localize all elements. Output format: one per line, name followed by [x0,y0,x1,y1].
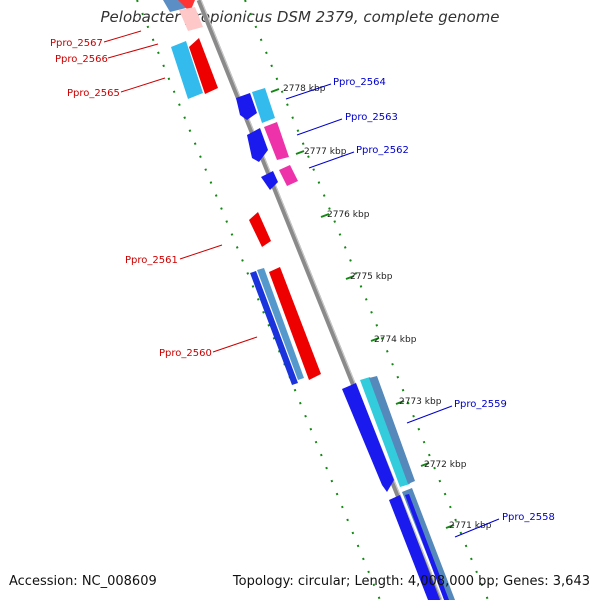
gene-ppro-2560 [269,267,321,380]
gene-ppro-2564-blue [236,93,257,120]
gene-label-ppro-2559[interactable]: Ppro_2559 [454,399,507,410]
gene-ppro-2564 [252,88,275,123]
gene-ppro-2559-steel [369,376,415,484]
gene-ppro-2559-blue [342,383,394,492]
tick-label: 2771 kbp [449,521,492,531]
gene-ppro-2558-inner [405,494,449,600]
gene-ppro-2560-steel [257,268,304,380]
gene-label-ppro-2567[interactable]: Ppro_2567 [50,38,103,49]
gene-ppro-2559 [360,377,410,487]
gene-ppro-2562-blue [261,171,278,190]
tick-label: 2775 kbp [350,272,393,282]
gene-ppro-2563-blue [247,128,268,162]
tick-label: 2776 kbp [327,210,370,220]
tick-label: 2773 kbp [399,397,442,407]
gene-label-ppro-2561[interactable]: Ppro_2561 [125,255,178,266]
gene-label-ppro-2566[interactable]: Ppro_2566 [55,54,108,65]
tick-marks [270,88,455,529]
accession-text: Accession: NC_008609 [9,574,157,589]
outer-track-boundary [244,0,489,600]
gene-ppro-2563 [264,122,289,160]
gene-ppro-2561 [249,212,271,247]
gene-ppro-2558-blue [389,495,440,600]
gene-ppro-2565 [189,38,218,94]
inner-track-boundary [136,0,381,600]
gene-ppro-2565-cyan [171,41,203,99]
gene-label-ppro-2564[interactable]: Ppro_2564 [333,77,386,88]
tick-label: 2772 kbp [424,460,467,470]
gene-label-ppro-2558[interactable]: Ppro_2558 [502,512,555,523]
left-leader-lines [103,30,258,353]
tick-label: 2774 kbp [374,335,417,345]
genome-summary-text: Topology: circular; Length: 4,008,000 bp… [232,574,590,589]
gene-label-ppro-2562[interactable]: Ppro_2562 [356,145,409,156]
right-leader-lines [285,83,500,538]
gene-label-ppro-2563[interactable]: Ppro_2563 [345,112,398,123]
gene-label-ppro-2560[interactable]: Ppro_2560 [159,348,212,359]
gene-ppro-2562 [279,165,298,186]
gene-ppro-2566 [179,7,203,31]
tick-label: 2778 kbp [283,84,326,94]
gene-ppro-2567-part [163,0,186,12]
gene-label-ppro-2565[interactable]: Ppro_2565 [67,88,120,99]
gene-ppro-2560-blue [250,271,298,385]
tick-label: 2777 kbp [304,147,347,157]
